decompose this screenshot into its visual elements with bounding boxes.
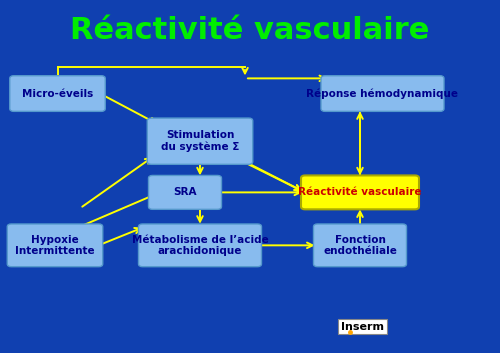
Text: Stimulation
du système Σ: Stimulation du système Σ [161, 130, 239, 152]
FancyBboxPatch shape [147, 118, 253, 164]
FancyBboxPatch shape [138, 224, 262, 267]
Text: Hypoxie
Intermittente: Hypoxie Intermittente [15, 234, 95, 256]
Text: Réactivité vasculaire: Réactivité vasculaire [70, 16, 430, 44]
FancyBboxPatch shape [10, 76, 106, 112]
FancyBboxPatch shape [301, 175, 419, 209]
FancyBboxPatch shape [8, 224, 103, 267]
Text: Inserm: Inserm [341, 322, 384, 331]
FancyBboxPatch shape [314, 224, 406, 267]
FancyBboxPatch shape [321, 76, 444, 112]
Text: Micro-éveils: Micro-éveils [22, 89, 93, 98]
Text: Fonction
endothéliale: Fonction endothéliale [323, 234, 397, 256]
FancyBboxPatch shape [148, 175, 222, 209]
Text: SRA: SRA [174, 187, 197, 197]
Text: Réponse hémodynamique: Réponse hémodynamique [306, 88, 458, 99]
Text: Métabolisme de l’acide
arachidonique: Métabolisme de l’acide arachidonique [132, 234, 268, 256]
Text: Réactivité vasculaire: Réactivité vasculaire [298, 187, 422, 197]
